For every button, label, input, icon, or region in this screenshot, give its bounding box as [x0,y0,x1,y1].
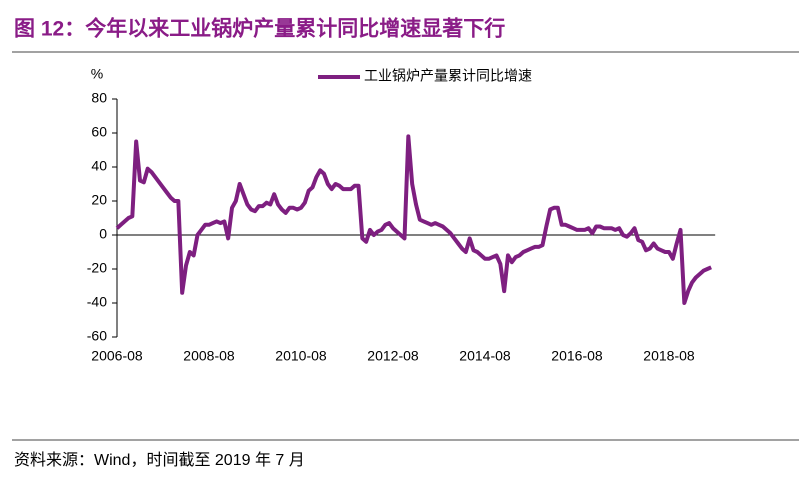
y-tick-label: 60 [91,124,107,140]
x-tick-label: 2018-08 [643,348,695,364]
legend-label: 工业锅炉产量累计同比增速 [364,68,532,84]
y-tick-label: 80 [91,90,107,106]
y-tick-label: 40 [91,158,107,174]
x-tick-label: 2014-08 [459,348,511,364]
y-tick-label: -40 [87,294,107,310]
chart-title: 图 12：今年以来工业锅炉产量累计同比增速显著下行 [14,17,505,41]
x-tick-label: 2006-08 [91,348,143,364]
y-tick-label: 0 [99,226,107,242]
x-tick-label: 2010-08 [275,348,327,364]
x-tick-label: 2016-08 [551,348,603,364]
x-tick-label: 2008-08 [183,348,235,364]
y-tick-label: 20 [91,192,107,208]
series-line [115,134,712,305]
x-tick-label: 2012-08 [367,348,419,364]
y-tick-label: -20 [87,260,107,276]
y-unit: % [91,66,103,82]
source: 资料来源：Wind，时间截至 2019 年 7 月 [14,451,305,469]
y-tick-label: -60 [87,328,107,344]
